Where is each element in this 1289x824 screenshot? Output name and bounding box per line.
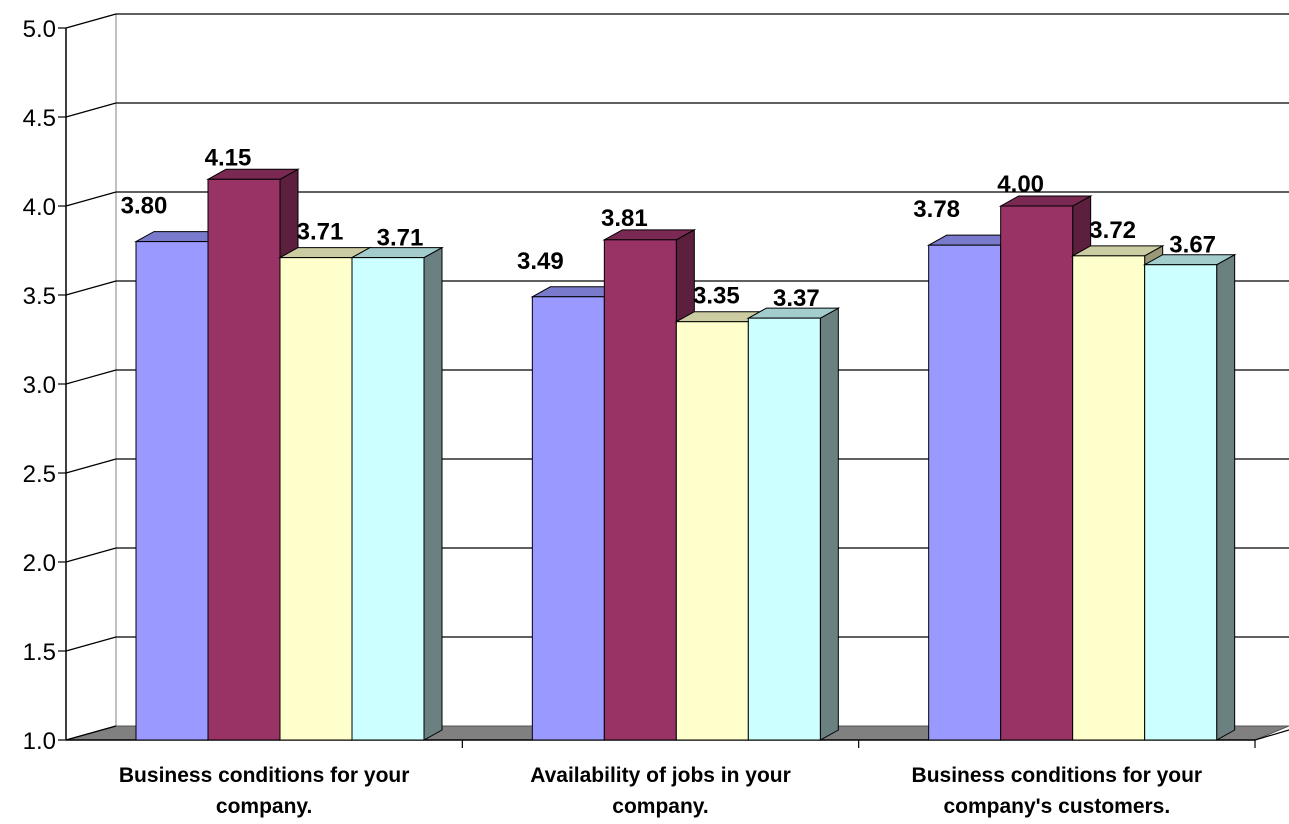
category-label: Availability of jobs in your (530, 764, 791, 787)
bar-side (1216, 253, 1236, 741)
gridline-diagonal (65, 636, 117, 652)
bar (747, 317, 821, 741)
bar (351, 257, 425, 741)
bar (675, 321, 749, 741)
y-tick-label: 2.0 (23, 550, 56, 577)
data-label: 3.67 (1169, 232, 1216, 259)
gridline-diagonal (65, 547, 117, 563)
y-tick-label: 1.0 (23, 728, 56, 755)
data-label: 3.72 (1089, 217, 1136, 244)
y-tick-label: 3.5 (23, 283, 56, 310)
data-label: 3.81 (601, 205, 648, 232)
y-tick-label: 4.0 (23, 194, 56, 221)
bar (603, 239, 677, 741)
data-label: 4.00 (997, 171, 1044, 198)
gridline-diagonal (65, 725, 117, 741)
bar-side (819, 307, 839, 741)
y-tick-label: 5.0 (23, 16, 56, 43)
value-labels: 3.80 3.49 3.78 4.15 3.81 4.00 3.71 3.35 3.72 3.71… (121, 144, 1216, 312)
bar (928, 244, 1002, 741)
gridline-diagonal (65, 280, 117, 296)
gridline-diagonal (65, 458, 117, 474)
data-label: 3.49 (517, 248, 564, 275)
gridline-diagonal (65, 102, 117, 118)
category-label: company. (612, 795, 708, 818)
category-label: company. (216, 795, 312, 818)
bar (279, 257, 353, 741)
category-label: company's customers. (943, 795, 1170, 818)
bar (1144, 264, 1218, 741)
data-label: 3.80 (121, 193, 168, 220)
y-tick-label: 4.5 (23, 105, 56, 132)
bar (207, 178, 281, 741)
data-label: 3.71 (377, 225, 424, 252)
bar (135, 241, 209, 741)
data-label: 3.35 (693, 283, 740, 310)
y-tick-label: 3.0 (23, 372, 56, 399)
axes: 1.0 1.5 2.0 2.5 3.0 3.5 4.0 4.5 5.0 Business cond… (23, 16, 1289, 818)
data-label: 3.37 (773, 285, 820, 312)
category-label: Business conditions for your (119, 764, 410, 787)
x-axis-end (1254, 729, 1289, 741)
bar-side (423, 246, 443, 741)
bar (531, 296, 605, 741)
gridline-diagonal (65, 191, 117, 207)
category-label: Business conditions for your (912, 764, 1203, 787)
bar (1000, 205, 1074, 741)
y-tick-label: 1.5 (23, 639, 56, 666)
y-tick-label: 2.5 (23, 461, 56, 488)
bars (134, 168, 1237, 741)
gridline-diagonal (65, 369, 117, 385)
bar (1072, 255, 1146, 741)
data-label: 4.15 (205, 144, 252, 171)
data-label: 3.71 (297, 219, 344, 246)
data-label: 3.78 (913, 196, 960, 223)
gridline-diagonal (65, 13, 117, 29)
